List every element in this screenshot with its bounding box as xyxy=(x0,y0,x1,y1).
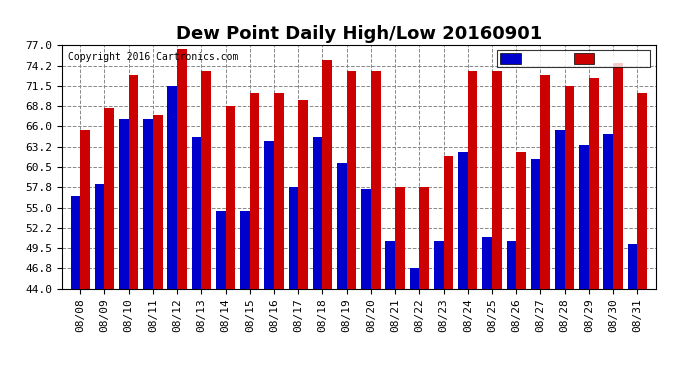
Bar xyxy=(604,134,613,289)
Bar xyxy=(434,241,444,289)
Bar xyxy=(420,187,429,289)
Bar xyxy=(80,130,90,289)
Bar xyxy=(322,60,332,289)
Bar xyxy=(119,119,129,289)
Bar xyxy=(129,75,139,289)
Bar xyxy=(638,93,647,289)
Bar xyxy=(240,211,250,289)
Bar xyxy=(555,130,564,289)
Bar xyxy=(386,241,395,289)
Bar xyxy=(288,187,298,289)
Bar xyxy=(468,71,477,289)
Bar xyxy=(274,93,284,289)
Bar xyxy=(177,49,187,289)
Bar xyxy=(95,184,104,289)
Bar xyxy=(153,115,163,289)
Bar xyxy=(579,145,589,289)
Bar xyxy=(168,86,177,289)
Bar xyxy=(337,163,346,289)
Bar xyxy=(201,71,211,289)
Bar xyxy=(362,189,371,289)
Bar xyxy=(589,78,599,289)
Bar xyxy=(492,71,502,289)
Bar xyxy=(516,152,526,289)
Legend:  Low  (°F), High  (°F): Low (°F), High (°F) xyxy=(497,50,650,68)
Bar xyxy=(531,159,540,289)
Bar xyxy=(70,196,80,289)
Bar xyxy=(458,152,468,289)
Bar xyxy=(371,71,381,289)
Bar xyxy=(216,211,226,289)
Bar xyxy=(346,71,356,289)
Bar xyxy=(613,63,623,289)
Title: Dew Point Daily High/Low 20160901: Dew Point Daily High/Low 20160901 xyxy=(176,26,542,44)
Bar xyxy=(444,156,453,289)
Bar xyxy=(104,108,114,289)
Bar xyxy=(506,241,516,289)
Bar xyxy=(144,119,153,289)
Bar xyxy=(628,244,638,289)
Bar xyxy=(250,93,259,289)
Text: Copyright 2016 Cartronics.com: Copyright 2016 Cartronics.com xyxy=(68,53,239,62)
Bar xyxy=(482,237,492,289)
Bar xyxy=(540,75,550,289)
Bar xyxy=(298,100,308,289)
Bar xyxy=(264,141,274,289)
Bar xyxy=(564,86,574,289)
Bar xyxy=(192,137,201,289)
Bar xyxy=(395,187,405,289)
Bar xyxy=(313,137,322,289)
Bar xyxy=(410,268,420,289)
Bar xyxy=(226,106,235,289)
